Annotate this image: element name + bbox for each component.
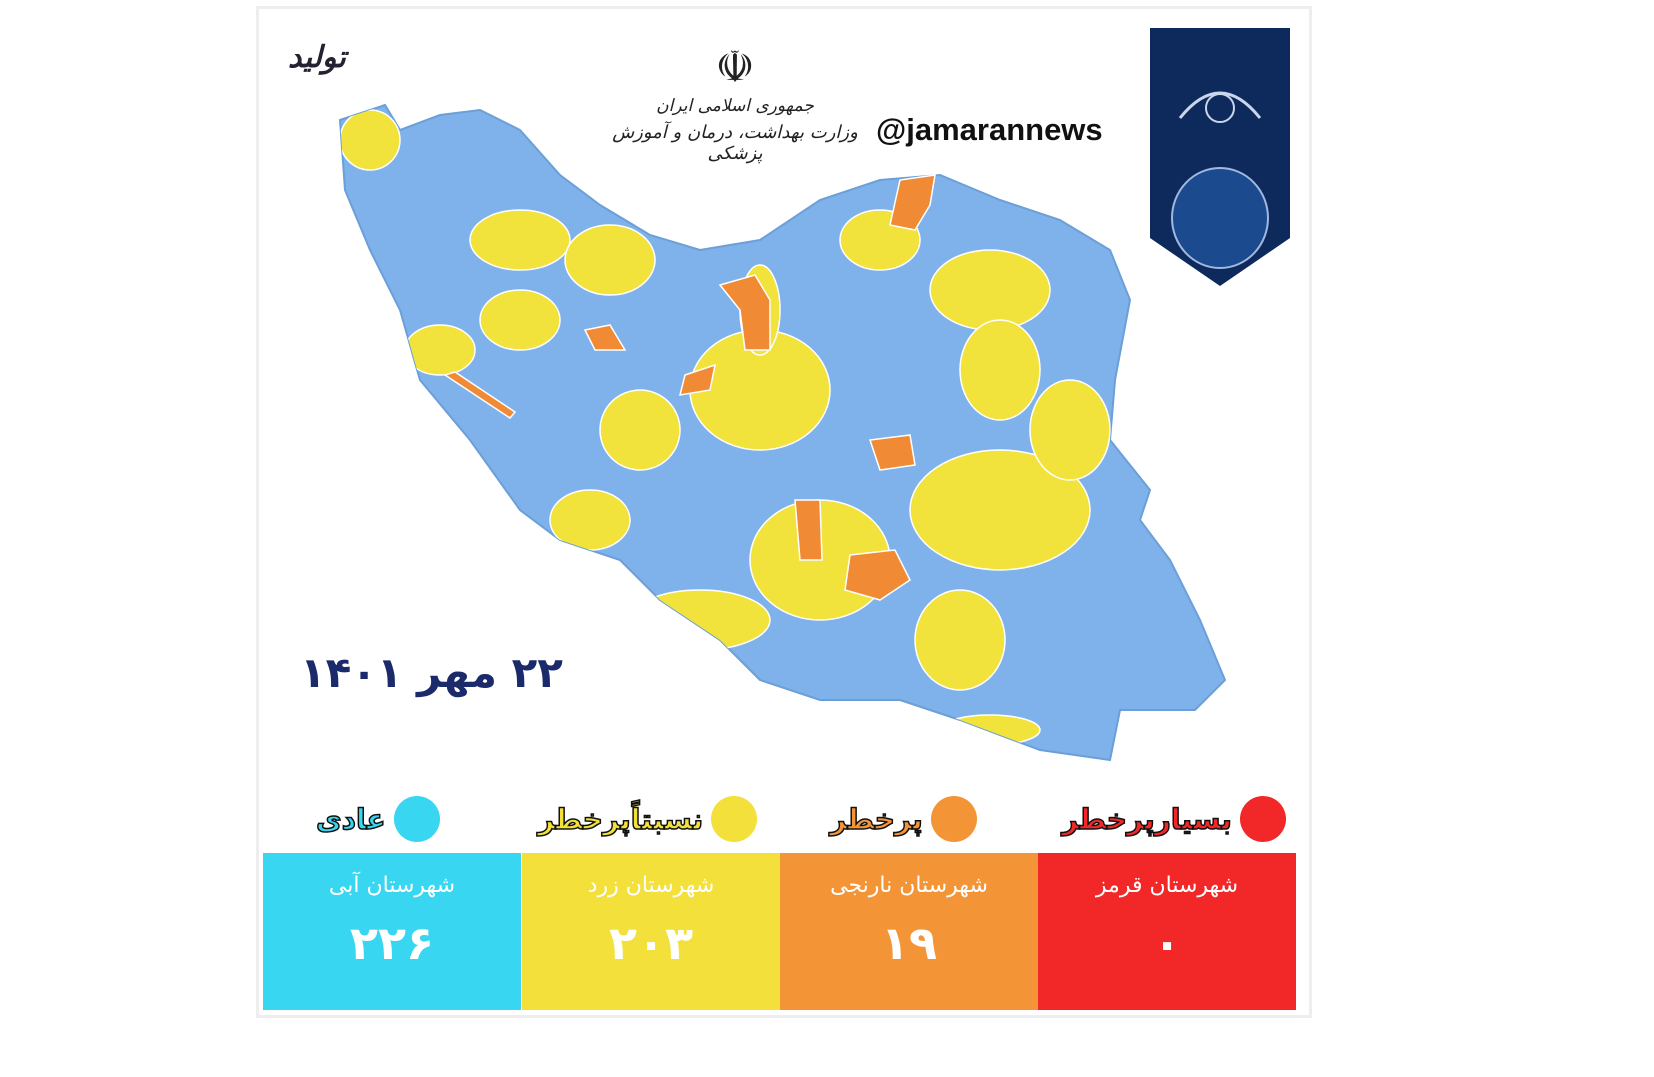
legend-normal: عادی <box>315 796 440 842</box>
iran-emblem-icon: ☫ <box>715 42 755 93</box>
count-value: ۱۹ <box>880 916 938 970</box>
count-title: شهرستان قرمز <box>1095 873 1239 898</box>
count-box-orange: شهرستان نارنجی ۱۹ <box>780 853 1038 1010</box>
yellow-dot-icon <box>711 796 758 842</box>
count-title: شهرستان زرد <box>587 873 715 898</box>
legend-relatively-high-risk: نسبتاًپرخطر <box>537 796 758 842</box>
count-box-red: شهرستان قرمز ۰ <box>1038 853 1296 1010</box>
legend-label: بسیارپرخطر <box>1061 802 1232 837</box>
count-title: شهرستان آبی <box>328 873 456 898</box>
calligraphy-banner-icon <box>1150 28 1290 286</box>
ministry-line1: جمهوری اسلامی ایران <box>656 96 814 116</box>
legend-label: پرخطر <box>829 802 923 837</box>
count-box-blue: شهرستان آبی ۲۲۶ <box>263 853 521 1010</box>
producer-logo: تولید <box>288 40 346 75</box>
legend-high-risk: پرخطر <box>829 796 977 842</box>
blue-dot-icon <box>393 796 440 842</box>
orange-dot-icon <box>930 796 977 842</box>
legend-very-high-risk: بسیارپرخطر <box>1061 796 1286 842</box>
count-box-yellow: شهرستان زرد ۲۰۳ <box>522 853 780 1010</box>
count-value: ۲۲۶ <box>349 916 435 970</box>
social-handle: @jamarannews <box>876 112 1103 147</box>
legend-label: عادی <box>315 802 386 837</box>
date-label: ۲۲ مهر ۱۴۰۱ <box>300 648 563 697</box>
legend-label: نسبتاًپرخطر <box>537 802 704 837</box>
red-dot-icon <box>1239 796 1286 842</box>
orange-regions <box>443 174 936 601</box>
ministry-header: ☫ جمهوری اسلامی ایران وزارت بهداشت، درما… <box>610 40 860 164</box>
count-value: ۰ <box>1152 916 1182 970</box>
ministry-line2: وزارت بهداشت، درمان و آموزش پزشکی <box>612 122 858 164</box>
count-value: ۲۰۳ <box>608 916 694 970</box>
count-title: شهرستان نارنجی <box>830 873 988 898</box>
